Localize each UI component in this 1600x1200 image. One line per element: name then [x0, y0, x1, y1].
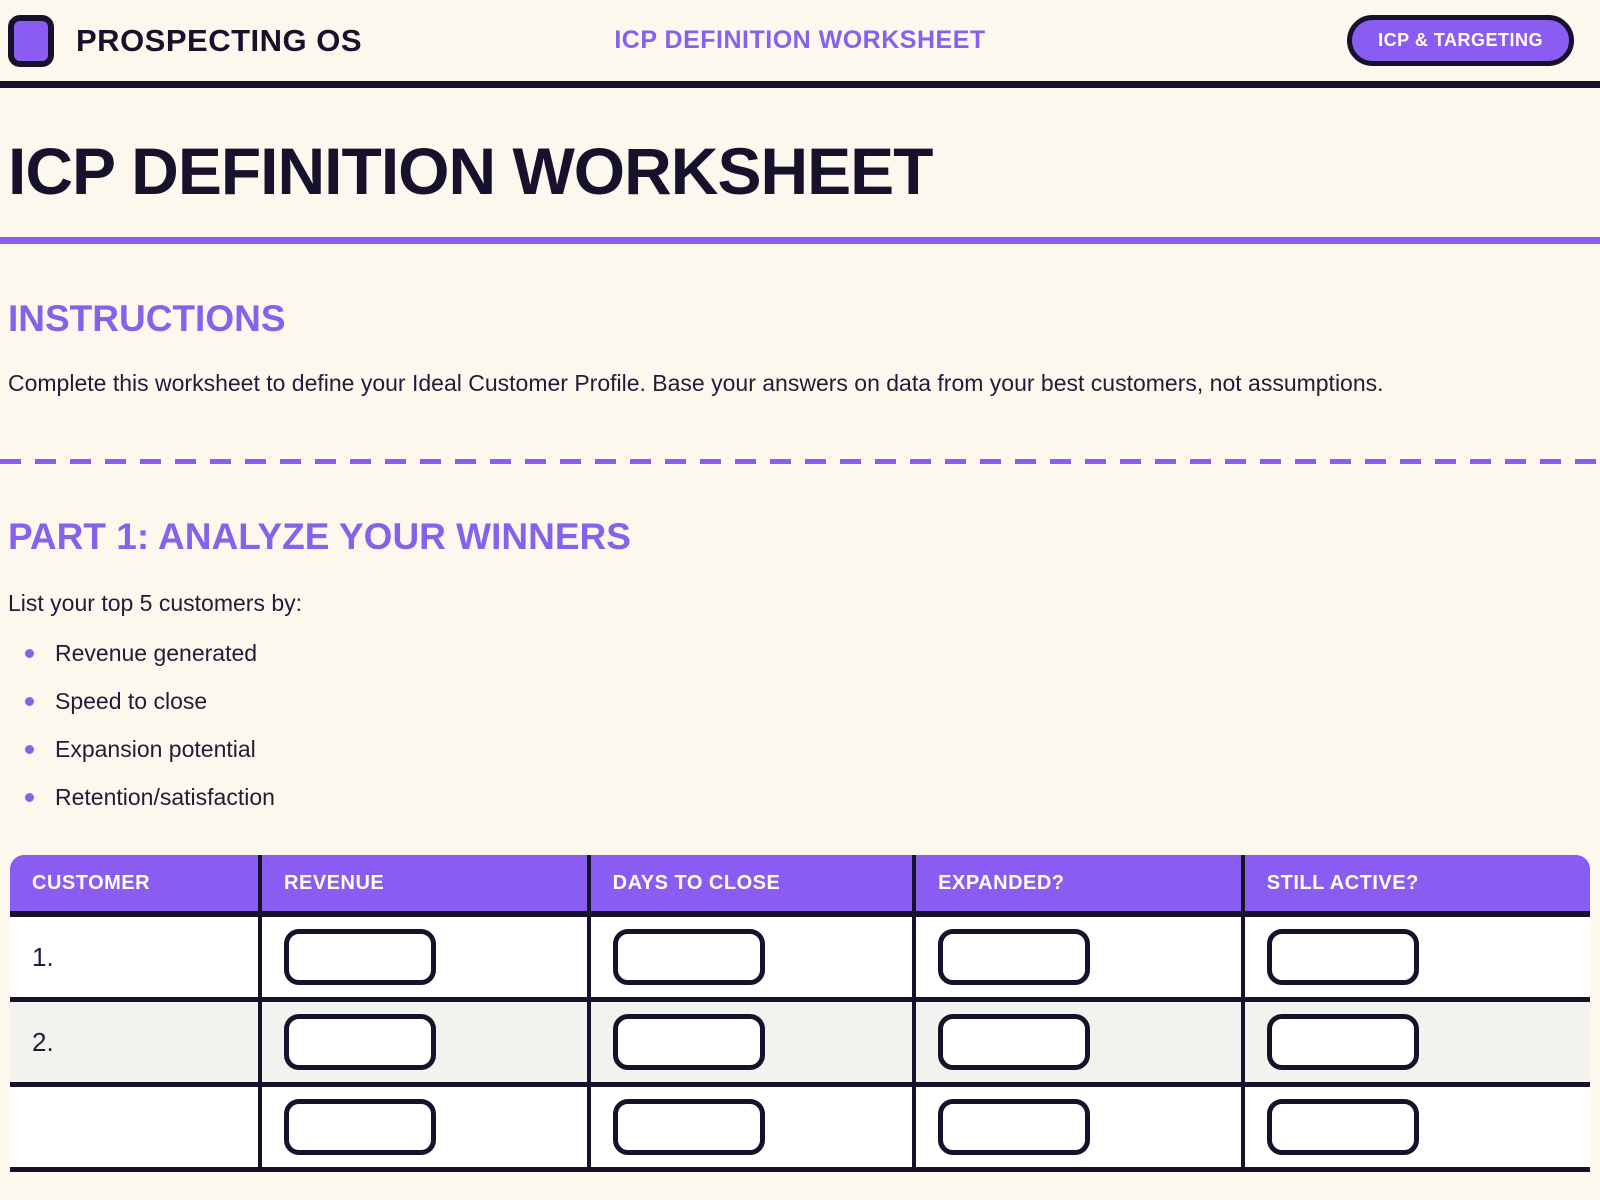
days-to-close-input[interactable]	[612, 1099, 765, 1156]
topbar: PROSPECTING OS ICP DEFINITION WORKSHEET …	[0, 0, 1600, 88]
bullet-icon	[25, 793, 34, 803]
list-item: Revenue generated	[8, 642, 1592, 665]
logo-icon	[8, 14, 54, 67]
revenue-input[interactable]	[284, 1014, 437, 1071]
worksheet-content: ICP DEFINITION WORKSHEET INSTRUCTIONS Co…	[0, 134, 1600, 1173]
row-number-label: 1.	[32, 941, 54, 972]
table-row: 2.	[10, 1002, 1590, 1088]
title-divider	[0, 237, 1600, 244]
still-active-input[interactable]	[1266, 1014, 1419, 1071]
list-item-label: Speed to close	[55, 688, 208, 715]
list-item: Expansion potential	[8, 738, 1592, 761]
list-item: Retention/satisfaction	[8, 786, 1592, 809]
column-header-revenue: REVENUE	[258, 855, 587, 918]
dashed-divider	[0, 458, 1600, 464]
list-item-label: Expansion potential	[55, 736, 256, 763]
criteria-list: Revenue generated Speed to close Expansi…	[8, 642, 1592, 809]
page-title: ICP DEFINITION WORKSHEET	[8, 134, 934, 208]
part1-heading: PART 1: ANALYZE YOUR WINNERS	[8, 515, 631, 557]
winners-table: CUSTOMER REVENUE DAYS TO CLOSE EXPANDED?…	[10, 855, 1590, 1173]
column-header-days-to-close: DAYS TO CLOSE	[586, 855, 913, 918]
list-item-label: Revenue generated	[55, 640, 258, 667]
column-header-customer: CUSTOMER	[10, 855, 259, 918]
bullet-icon	[25, 745, 34, 755]
expanded-input[interactable]	[938, 929, 1091, 986]
list-item: Speed to close	[8, 690, 1592, 713]
instructions-body: Complete this worksheet to define your I…	[8, 370, 1384, 396]
bullet-icon	[25, 697, 34, 707]
bullet-icon	[25, 649, 34, 659]
column-header-expanded: EXPANDED?	[912, 855, 1241, 918]
revenue-input[interactable]	[284, 1099, 437, 1156]
still-active-input[interactable]	[1266, 929, 1419, 986]
table-header-row: CUSTOMER REVENUE DAYS TO CLOSE EXPANDED?…	[10, 855, 1590, 918]
list-item-label: Retention/satisfaction	[55, 784, 275, 811]
category-badge: ICP & TARGETING	[1347, 15, 1574, 66]
days-to-close-input[interactable]	[612, 1014, 765, 1071]
column-header-still-active: STILL ACTIVE?	[1240, 855, 1590, 918]
expanded-input[interactable]	[938, 1014, 1091, 1071]
brand-group: PROSPECTING OS	[8, 14, 363, 67]
revenue-input[interactable]	[284, 929, 437, 986]
still-active-input[interactable]	[1266, 1099, 1419, 1156]
row-number-label: 2.	[32, 1026, 54, 1057]
days-to-close-input[interactable]	[612, 929, 765, 986]
instructions-heading: INSTRUCTIONS	[8, 298, 286, 339]
brand-name: PROSPECTING OS	[76, 22, 363, 58]
expanded-input[interactable]	[938, 1099, 1091, 1156]
part1-intro: List your top 5 customers by:	[8, 589, 303, 616]
table-row: 1.	[10, 917, 1590, 1003]
table-row	[10, 1087, 1590, 1173]
